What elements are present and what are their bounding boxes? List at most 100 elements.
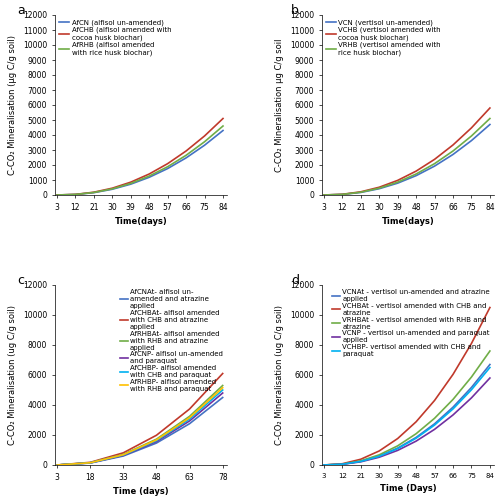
Line: VCHBAt - vertisol amended with CHB and
atrazine: VCHBAt - vertisol amended with CHB and a… <box>324 308 490 465</box>
VRHBAt - vertisol amended with RHB and
atrazine <box>487 348 493 354</box>
Line: AfCNAt- alfisol un-
amended and atrazine
applied: AfCNAt- alfisol un- amended and atrazine… <box>57 398 223 465</box>
VRHBAt - vertisol amended with RHB and
atrazine <box>432 416 438 422</box>
AfRHB (alfisol amended
with rice husk biochar) <box>91 190 97 196</box>
VCHB (vertisol amended with
cocoa husk biochar) <box>413 168 419 174</box>
AfCNAt- alfisol un-
amended and atrazine
applied <box>87 460 93 466</box>
AfCNP- alfisol un-amended
and paraquat <box>154 438 160 444</box>
Legend: AfCNAt- alfisol un-
amended and atrazine
applied, AfCHBAt- alfisol amended
with : AfCNAt- alfisol un- amended and atrazine… <box>119 288 224 393</box>
VCNP - vertisol un-amended and paraquat
applied <box>450 412 456 418</box>
AfCN (alfisol un-amended) <box>72 192 78 198</box>
AfCNP- alfisol un-amended
and paraquat <box>120 452 126 458</box>
VCN (vertisol un-amended) <box>358 190 364 196</box>
AfCN (alfisol un-amended) <box>109 186 115 192</box>
VCHBAt - vertisol amended with CHB and
atrazine <box>376 448 382 454</box>
VRHBAt - vertisol amended with RHB and
atrazine <box>376 452 382 458</box>
Legend: VCNAt - vertisol un-amended and atrazine
applied, VCHBAt - vertisol amended with: VCNAt - vertisol un-amended and atrazine… <box>331 288 491 358</box>
VCNAt - vertisol un-amended and atrazine
applied <box>376 453 382 459</box>
VCHB (vertisol amended with
cocoa husk biochar) <box>469 125 475 131</box>
VRHB (vertisol amended with
rice husk biochar) <box>413 171 419 177</box>
VCN (vertisol un-amended) <box>395 180 401 186</box>
VCN (vertisol un-amended) <box>469 138 475 143</box>
AfCHB (alfisol amended with
cocoa husk biochar) <box>91 189 97 195</box>
AfCN (alfisol un-amended) <box>165 166 171 172</box>
Text: b.: b. <box>291 4 303 17</box>
Line: AfRHB (alfisol amended
with rice husk biochar): AfRHB (alfisol amended with rice husk bi… <box>57 126 223 195</box>
AfCNAt- alfisol un-
amended and atrazine
applied <box>220 394 226 400</box>
Y-axis label: C-CO₂ Mineralisation μg C/g soil: C-CO₂ Mineralisation μg C/g soil <box>275 38 284 172</box>
AfCHB (alfisol amended with
cocoa husk biochar) <box>220 116 226 121</box>
AfRHB (alfisol amended
with rice husk biochar) <box>165 164 171 170</box>
VRHBAt - vertisol amended with RHB and
atrazine <box>469 374 475 380</box>
VRHB (vertisol amended with
rice husk biochar) <box>450 148 456 154</box>
VCHB (vertisol amended with
cocoa husk biochar) <box>376 184 382 190</box>
VRHBAt - vertisol amended with RHB and
atrazine <box>450 396 456 402</box>
AfCN (alfisol un-amended) <box>146 174 152 180</box>
VCHBAt - vertisol amended with CHB and
atrazine <box>413 419 419 425</box>
VCHBP- vertisol amended with CHB and
paraquat <box>469 387 475 393</box>
AfCN (alfisol un-amended) <box>202 142 208 148</box>
AfCHBAt- alfisol amended
with CHB and atrazine
applied <box>120 450 126 456</box>
AfCNP- alfisol un-amended
and paraquat <box>187 418 193 424</box>
VCN (vertisol un-amended) <box>487 122 493 128</box>
Y-axis label: C-CO₂ Mineralisation (ug C/g soil): C-CO₂ Mineralisation (ug C/g soil) <box>275 305 284 445</box>
X-axis label: Time (Days): Time (Days) <box>380 484 436 493</box>
VRHBAt - vertisol amended with RHB and
atrazine <box>321 462 327 468</box>
Legend: VCN (vertisol un-amended), VCHB (vertisol amended with
cocoa husk biochar), VRHB: VCN (vertisol un-amended), VCHB (vertiso… <box>325 18 442 57</box>
VCHB (vertisol amended with
cocoa husk biochar) <box>339 192 345 198</box>
VCHBAt - vertisol amended with CHB and
atrazine <box>395 436 401 442</box>
VCHB (vertisol amended with
cocoa husk biochar) <box>358 189 364 195</box>
VCN (vertisol un-amended) <box>432 163 438 169</box>
AfCNP- alfisol un-amended
and paraquat <box>220 390 226 396</box>
AfCNAt- alfisol un-
amended and atrazine
applied <box>120 453 126 459</box>
VCHBAt - vertisol amended with CHB and
atrazine <box>450 372 456 378</box>
AfCHB (alfisol amended with
cocoa husk biochar) <box>183 148 189 154</box>
Line: VCNP - vertisol un-amended and paraquat
applied: VCNP - vertisol un-amended and paraquat … <box>324 378 490 465</box>
AfRHBAt- alfisol amended
with RHB and atrazine
applied <box>187 414 193 420</box>
VRHBAt - vertisol amended with RHB and
atrazine <box>339 461 345 467</box>
VCHBAt - vertisol amended with CHB and
atrazine <box>469 340 475 346</box>
VRHB (vertisol amended with
rice husk biochar) <box>339 192 345 198</box>
VCNAt - vertisol un-amended and atrazine
applied <box>395 445 401 451</box>
VCN (vertisol un-amended) <box>339 192 345 198</box>
Text: a.: a. <box>17 4 29 17</box>
AfCHBAt- alfisol amended
with CHB and atrazine
applied <box>220 370 226 376</box>
VCNAt - vertisol un-amended and atrazine
applied <box>339 461 345 467</box>
AfCHBAt- alfisol amended
with CHB and atrazine
applied <box>87 460 93 466</box>
VCHB (vertisol amended with
cocoa husk biochar) <box>321 192 327 198</box>
AfRHB (alfisol amended
with rice husk biochar) <box>72 192 78 198</box>
AfCN (alfisol un-amended) <box>91 190 97 196</box>
VRHB (vertisol amended with
rice husk biochar) <box>358 189 364 195</box>
VCHBP- vertisol amended with CHB and
paraquat <box>450 406 456 412</box>
AfCNP- alfisol un-amended
and paraquat <box>54 462 60 468</box>
AfCN (alfisol un-amended) <box>220 128 226 134</box>
AfRHBAt- alfisol amended
with RHB and atrazine
applied <box>87 460 93 466</box>
AfRHBAt- alfisol amended
with RHB and atrazine
applied <box>120 452 126 458</box>
VCNAt - vertisol un-amended and atrazine
applied <box>450 404 456 410</box>
AfRHB (alfisol amended
with rice husk biochar) <box>202 139 208 145</box>
AfCHBP- alfisol amended
with CHB and paraquat <box>187 416 193 422</box>
AfCHB (alfisol amended with
cocoa husk biochar) <box>202 133 208 139</box>
VCHBAt - vertisol amended with CHB and
atrazine <box>487 304 493 310</box>
Line: AfRHBP- alfisol amended
with RHB and paraquat: AfRHBP- alfisol amended with RHB and par… <box>57 388 223 465</box>
VCNP - vertisol un-amended and paraquat
applied <box>321 462 327 468</box>
VCHB (vertisol amended with
cocoa husk biochar) <box>395 178 401 184</box>
VCN (vertisol un-amended) <box>413 172 419 178</box>
X-axis label: Time(days): Time(days) <box>382 217 434 226</box>
VRHB (vertisol amended with
rice husk biochar) <box>376 185 382 191</box>
VRHB (vertisol amended with
rice husk biochar) <box>432 160 438 166</box>
X-axis label: Time(days): Time(days) <box>115 217 167 226</box>
VCHBAt - vertisol amended with CHB and
atrazine <box>358 456 364 462</box>
VRHBAt - vertisol amended with RHB and
atrazine <box>358 458 364 464</box>
AfCHB (alfisol amended with
cocoa husk biochar) <box>54 192 60 198</box>
AfCHB (alfisol amended with
cocoa husk biochar) <box>165 160 171 166</box>
AfCHB (alfisol amended with
cocoa husk biochar) <box>146 171 152 177</box>
VCNP - vertisol un-amended and paraquat
applied <box>395 448 401 454</box>
VCHBP- vertisol amended with CHB and
paraquat <box>321 462 327 468</box>
Line: AfRHBAt- alfisol amended
with RHB and atrazine
applied: AfRHBAt- alfisol amended with RHB and at… <box>57 386 223 465</box>
Text: c.: c. <box>17 274 28 287</box>
AfRHBAt- alfisol amended
with RHB and atrazine
applied <box>54 462 60 468</box>
AfRHBP- alfisol amended
with RHB and paraquat <box>154 437 160 443</box>
VCHBP- vertisol amended with CHB and
paraquat <box>358 458 364 464</box>
VCHBAt - vertisol amended with CHB and
atrazine <box>321 462 327 468</box>
Y-axis label: C-CO₂ Mineralisation (ug C/g soil): C-CO₂ Mineralisation (ug C/g soil) <box>8 305 17 445</box>
